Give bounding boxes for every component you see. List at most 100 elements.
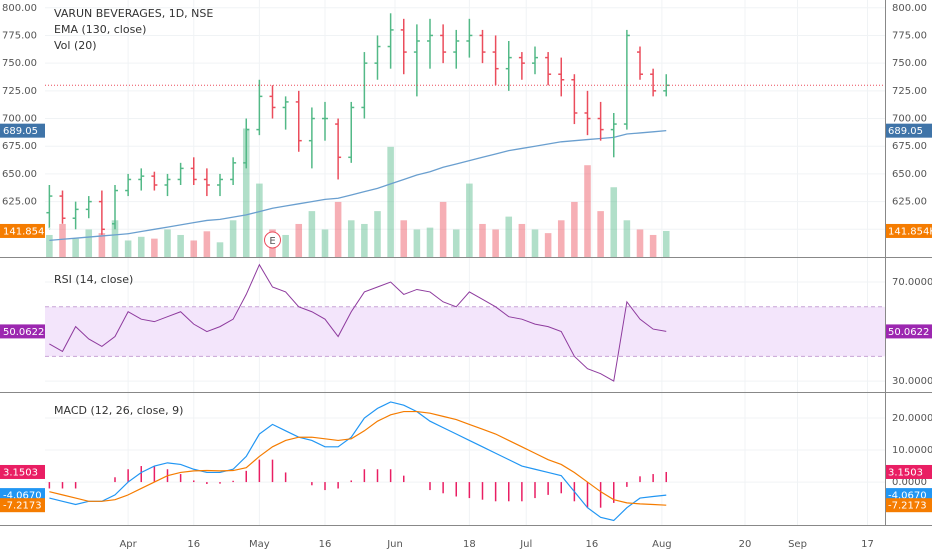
y-tick-label: 700.00: [892, 114, 927, 125]
y-tick-label: 625.00: [892, 197, 927, 208]
y-tick-label-left: 750.00: [2, 58, 37, 69]
price-tag-label: 141.854K: [3, 226, 51, 237]
price-tag-label: -4.0670: [888, 491, 927, 502]
volume-bar: [584, 165, 591, 257]
volume-bar: [557, 220, 565, 257]
subtitle: EMA (130, close): [54, 23, 146, 36]
price-tag-label: -4.0670: [3, 491, 42, 502]
y-tick-label-left: 625.00: [2, 197, 37, 208]
price-tag: [0, 498, 45, 513]
volume-bar: [242, 128, 250, 257]
volume-bar: [492, 229, 499, 257]
volume-bar: [439, 201, 447, 257]
price-tag: [885, 324, 932, 339]
x-tick-label: Jul: [519, 539, 532, 550]
price-tag-label: 141.854K: [888, 226, 932, 237]
y-tick-label: 675.00: [892, 141, 927, 152]
volume-bar: [282, 234, 289, 257]
volume-bar: [111, 220, 119, 257]
title: RSI (14, close): [54, 273, 133, 286]
x-tick-label: 20: [739, 539, 752, 550]
volume-bar: [177, 234, 184, 257]
rsi-band: [45, 306, 885, 357]
volume-bar: [46, 234, 53, 257]
volume-bar: [151, 238, 158, 257]
price-tag: [885, 498, 932, 513]
volume-bar: [347, 220, 355, 257]
price-tag: [885, 123, 932, 138]
volume-bar: [518, 223, 526, 257]
price-tag: [0, 223, 45, 238]
volume-bar: [164, 229, 171, 257]
volume-bar: [98, 233, 106, 257]
volume-bar: [610, 187, 618, 257]
y-tick-label-left: 775.00: [2, 30, 37, 41]
volume-bar: [387, 146, 394, 257]
x-tick-label: 17: [861, 539, 874, 550]
volume-bar: [190, 240, 198, 257]
x-tick-label: Apr: [119, 539, 137, 550]
volume-bar: [229, 220, 237, 257]
price-tag: [0, 324, 45, 339]
volume-bar: [374, 211, 381, 257]
volume-bar: [321, 229, 329, 257]
volume-bar: [216, 242, 224, 257]
x-tick-label: 18: [463, 539, 476, 550]
volume-bar: [505, 216, 513, 257]
volume-bar: [649, 234, 657, 257]
line-series: [49, 130, 667, 242]
price-tag-label: 689.05: [888, 126, 923, 137]
volume-bar: [531, 229, 539, 257]
y-tick-label: 70.0000: [892, 277, 932, 288]
volume-bar: [623, 220, 631, 257]
price-tag-label: 50.0622: [3, 327, 44, 338]
line-series: [49, 263, 667, 382]
y-tick-label-left: 675.00: [2, 141, 37, 152]
volume-bar: [597, 211, 604, 257]
y-tick-label-left: 700.00: [2, 114, 37, 125]
x-tick-label: 16: [187, 539, 200, 550]
volume-bar: [400, 220, 408, 257]
volume-bar: [124, 240, 132, 257]
y-tick-label: 750.00: [892, 58, 927, 69]
earnings-label: E: [269, 236, 275, 247]
volume-bar: [662, 230, 670, 257]
volume-bar: [137, 236, 145, 257]
x-tick-label: Jun: [386, 539, 403, 550]
y-tick-label: 10.0000: [892, 445, 932, 456]
volume-bar: [72, 238, 79, 257]
y-tick-label-left: 725.00: [2, 86, 37, 97]
price-tag: [0, 464, 45, 479]
volume-bar: [256, 183, 263, 257]
volume-bar: [544, 233, 552, 257]
earnings-marker: [264, 231, 281, 249]
x-tick-label: Sep: [788, 539, 807, 550]
volume-bar: [636, 229, 644, 257]
price-tag: [885, 223, 932, 238]
volume-bar: [59, 223, 66, 257]
line-series: [49, 410, 667, 506]
volume-bar: [479, 223, 486, 257]
price-tag-label: -7.2173: [3, 501, 42, 512]
volume-label: Vol (20): [54, 39, 97, 52]
volume-bar: [334, 201, 342, 257]
volume-bar: [413, 229, 421, 257]
price-tag-label: -7.2173: [888, 501, 927, 512]
volume-bar: [466, 183, 473, 257]
volume-bar: [308, 211, 316, 257]
volume-bar: [85, 229, 93, 257]
price-tag-label: 689.05: [3, 126, 38, 137]
volume-bar: [203, 231, 211, 257]
y-tick-label: 650.00: [892, 169, 927, 180]
y-tick-label-left: 650.00: [2, 169, 37, 180]
volume-bar: [295, 223, 303, 257]
x-tick-label: Aug: [652, 539, 672, 550]
x-tick-label: 16: [319, 539, 332, 550]
x-tick-label: May: [249, 539, 270, 550]
y-tick-label: 775.00: [892, 30, 927, 41]
y-tick-label-left: 800.00: [2, 3, 37, 14]
price-tag: [885, 464, 932, 479]
volume-bar: [361, 223, 368, 257]
